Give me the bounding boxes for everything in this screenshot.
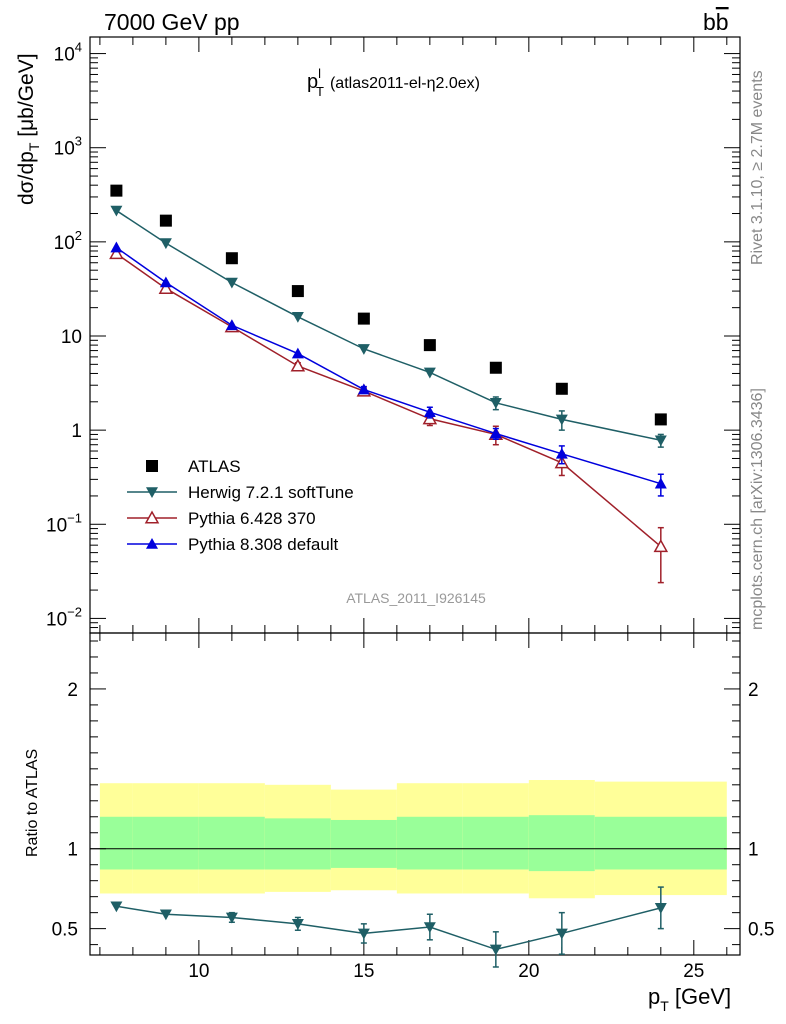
- side-label-mcplots: mcplots.cern.ch [arXiv:1306.3436]: [749, 388, 766, 630]
- ratio-herwig-line: [116, 905, 661, 951]
- main-herwig-point-4: [357, 344, 370, 355]
- main-pythia8-point-3: [291, 347, 304, 359]
- main-atlas-point-6: [489, 361, 502, 374]
- ratio-herwig-point-6: [489, 944, 502, 956]
- main-herwig-point-1: [159, 238, 172, 250]
- main-atlas-point-5: [423, 339, 436, 352]
- x-tick-label-15: 15: [353, 961, 374, 982]
- y-axis-label: dσ/dpT [μb/GeV]: [15, 53, 42, 205]
- ratio-y-tick-label-right-1: 1: [748, 840, 759, 861]
- main-panel: 10−2 10−1 1 10 102 103 104: [46, 36, 741, 634]
- header-left: 7000 GeV pp: [104, 9, 240, 35]
- ratio-herwig-point-1: [159, 909, 172, 921]
- ratio-herwig-point-7: [555, 928, 568, 940]
- x-tick-label-25: 25: [683, 961, 704, 982]
- ratio-y-tick-label-0.5: 0.5: [52, 920, 78, 941]
- header-right: bb: [703, 9, 729, 35]
- main-pythia6-point-0: [109, 246, 124, 260]
- main-atlas-point-0: [110, 184, 123, 197]
- main-herwig-line: [115, 209, 661, 442]
- main-atlas-point-1: [159, 214, 172, 227]
- side-label-rivet: Rivet 3.1.10, ≥ 2.7M events: [749, 70, 766, 265]
- ratio-band-stat-1: [132, 816, 199, 870]
- legend-marker-atlas: [146, 460, 158, 472]
- main-pythia6-point-8: [653, 539, 669, 553]
- y-tick-label-2: 1: [71, 421, 82, 442]
- main-atlas-point-2: [225, 252, 238, 265]
- main-herwig-point-6: [489, 398, 502, 409]
- x-axis-label: pT [GeV]: [648, 984, 731, 1014]
- main-herwig-point-3: [291, 311, 304, 323]
- ratio-herwig-point-8: [654, 903, 667, 914]
- main-atlas-point-4: [357, 312, 370, 325]
- ratio-herwig-point-5: [423, 922, 436, 934]
- ratio-band-stat-3: [264, 818, 331, 870]
- main-pythia8-point-6: [489, 427, 502, 439]
- ratio-band-stat-4: [330, 819, 397, 868]
- ratio-herwig-point-0: [110, 901, 123, 913]
- ratio-y-tick-label-right-0.5: 0.5: [748, 920, 774, 941]
- main-pythia6-point-1: [158, 280, 174, 294]
- ratio-y-tick-label-2: 2: [67, 680, 78, 701]
- x-tick-label-20: 20: [518, 961, 539, 982]
- main-pythia8-point-1: [159, 276, 172, 288]
- main-atlas-point-7: [555, 382, 568, 395]
- main-pythia8-line: [115, 246, 662, 485]
- legend-label-pythia8: Pythia 8.308 default: [188, 535, 339, 554]
- ratio-herwig-point-3: [291, 919, 304, 930]
- main-pythia8-point-7: [555, 447, 568, 459]
- main-atlas-point-3: [291, 285, 304, 298]
- plot-title: pl T (atlas2011-el-η2.0ex): [307, 66, 480, 99]
- x-tick-label-10: 10: [188, 961, 209, 982]
- ratio-y-axis-label: Ratio to ATLAS: [24, 749, 41, 857]
- legend-marker-pythia8: [146, 538, 158, 549]
- legend-label-pythia6: Pythia 6.428 370: [188, 509, 316, 528]
- ratio-y-tick-label-1: 1: [67, 840, 78, 861]
- main-herwig-point-2: [225, 277, 238, 289]
- legend-marker-pythia6: [144, 510, 160, 524]
- ratio-herwig-point-4: [357, 928, 370, 940]
- analysis-label: ATLAS_2011_I926145: [346, 590, 486, 606]
- ratio-panel: 10 15 20 25 0.5 0.5 1 1 2 2: [52, 632, 774, 982]
- ratio-band-stat-7: [528, 815, 595, 872]
- ratio-band-stat-8: [594, 816, 727, 870]
- ratio-band-stat-6: [462, 816, 529, 870]
- y-tick-label-0: 10−2: [46, 604, 82, 630]
- main-pythia8-point-4: [357, 383, 370, 395]
- main-pythia8-point-0: [110, 241, 123, 253]
- main-herwig-point-0: [110, 205, 123, 217]
- ratio-band-stat-5: [396, 816, 463, 870]
- main-pythia8-point-8: [654, 477, 667, 489]
- main-pythia8-point-5: [423, 406, 436, 418]
- ratio-band-stat-0: [99, 816, 133, 870]
- main-pythia6-point-3: [290, 358, 306, 372]
- main-herwig-point-7: [555, 414, 568, 426]
- ratio-y-tick-label-right-2: 2: [748, 680, 759, 701]
- y-tick-label-5: 103: [54, 134, 82, 160]
- main-pythia8-point-2: [225, 319, 238, 331]
- legend-label-herwig: Herwig 7.2.1 softTune: [188, 483, 354, 502]
- y-tick-label-4: 102: [54, 228, 82, 254]
- ratio-frame: [89, 632, 741, 956]
- ratio-band-stat-2: [198, 816, 265, 870]
- y-tick-label-6: 104: [54, 40, 82, 66]
- y-tick-label-1: 10−1: [46, 510, 82, 536]
- legend: ATLAS Herwig 7.2.1 softTune Pythia 6.428 3…: [127, 457, 354, 554]
- legend-marker-herwig: [146, 487, 158, 498]
- y-tick-label-3: 10: [61, 327, 82, 348]
- legend-label-atlas: ATLAS: [188, 457, 241, 476]
- main-atlas-point-8: [654, 413, 667, 426]
- main-herwig-point-5: [423, 367, 436, 379]
- main-pythia6-line: [115, 253, 662, 548]
- ratio-herwig-point-2: [225, 912, 238, 924]
- main-herwig-point-8: [654, 435, 667, 447]
